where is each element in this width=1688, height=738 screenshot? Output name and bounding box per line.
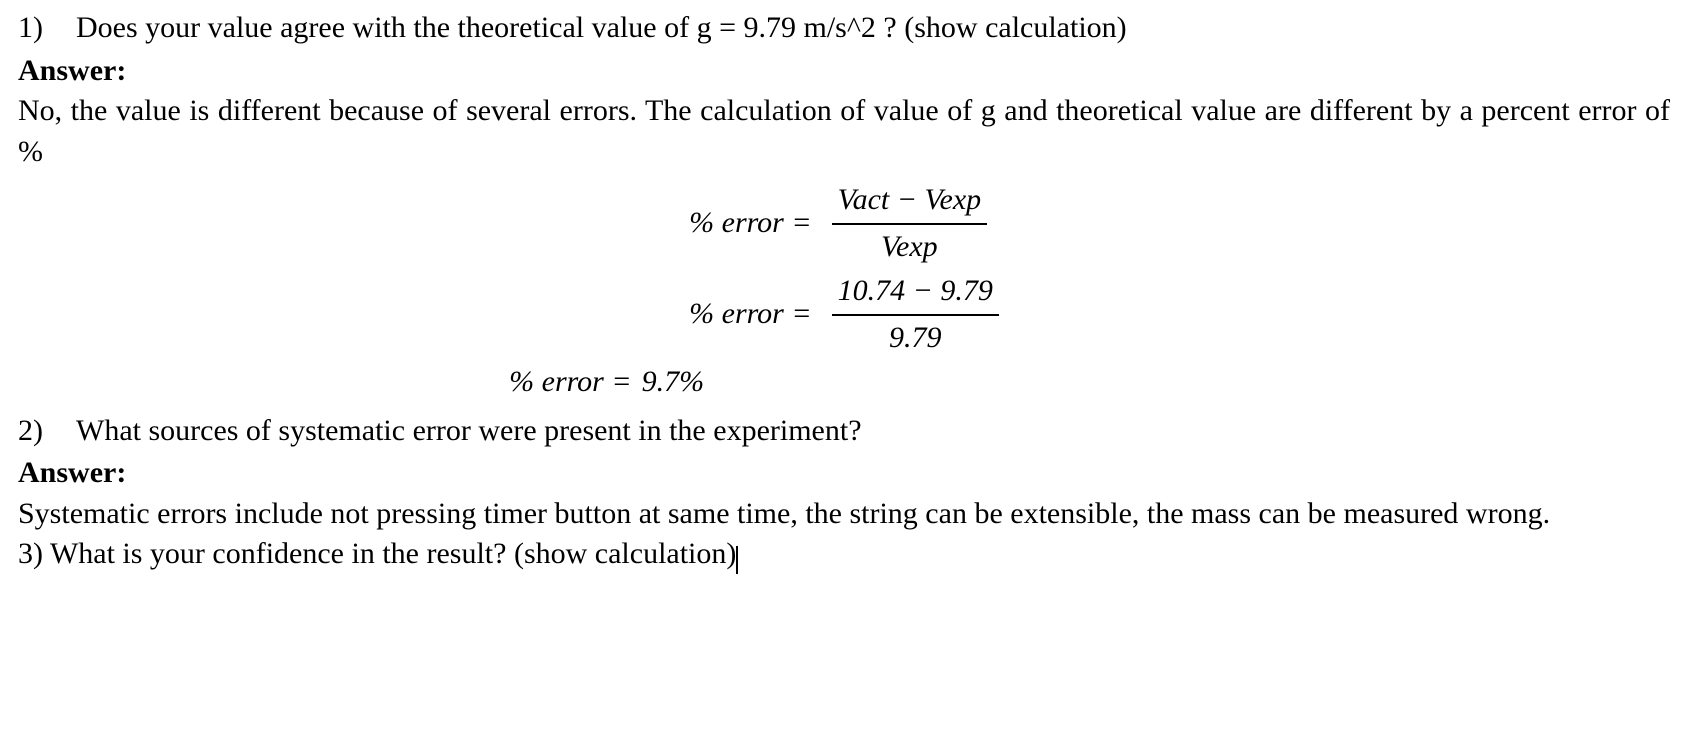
equation-line-3: % error = 9.7% [509, 362, 704, 403]
fraction-1-denominator: Vexp [875, 225, 944, 268]
equation-result: 9.7% [642, 362, 705, 403]
fraction-2-numerator: 10.74 − 9.79 [832, 271, 999, 316]
equation-line-2: % error = 10.74 − 9.79 9.79 [689, 271, 999, 358]
question-3: 3) What is your confidence in the result… [18, 534, 1670, 575]
fraction-2-denominator: 9.79 [883, 316, 948, 359]
question-1: 1)Does your value agree with the theoret… [18, 8, 1670, 49]
percent-error-label: % error [509, 365, 604, 398]
percent-error-label: % error [689, 297, 784, 330]
question-2-number: 2) [18, 411, 76, 452]
answer-2-text: Systematic errors include not pressing t… [18, 494, 1670, 535]
fraction-1: Vact − Vexp Vexp [832, 180, 988, 267]
equals-sign: = [791, 297, 811, 330]
question-1-number: 1) [18, 8, 76, 49]
question-1-text: Does your value agree with the theoretic… [76, 11, 1127, 44]
answer-1-label: Answer: [18, 51, 1670, 92]
equals-sign: = [791, 206, 811, 239]
text-cursor-icon [736, 546, 738, 574]
equals-sign: = [611, 365, 631, 398]
answer-2-label: Answer: [18, 453, 1670, 494]
percent-error-label: % error [689, 206, 784, 239]
fraction-1-numerator: Vact − Vexp [832, 180, 988, 225]
question-2: 2)What sources of systematic error were … [18, 411, 1670, 452]
equation-block: % error = Vact − Vexp Vexp % error = 10.… [18, 178, 1670, 405]
equation-line-1: % error = Vact − Vexp Vexp [689, 180, 987, 267]
question-2-text: What sources of systematic error were pr… [76, 414, 862, 447]
fraction-2: 10.74 − 9.79 9.79 [832, 271, 999, 358]
answer-1-text: No, the value is different because of se… [18, 91, 1670, 172]
question-3-text: 3) What is your confidence in the result… [18, 537, 736, 570]
